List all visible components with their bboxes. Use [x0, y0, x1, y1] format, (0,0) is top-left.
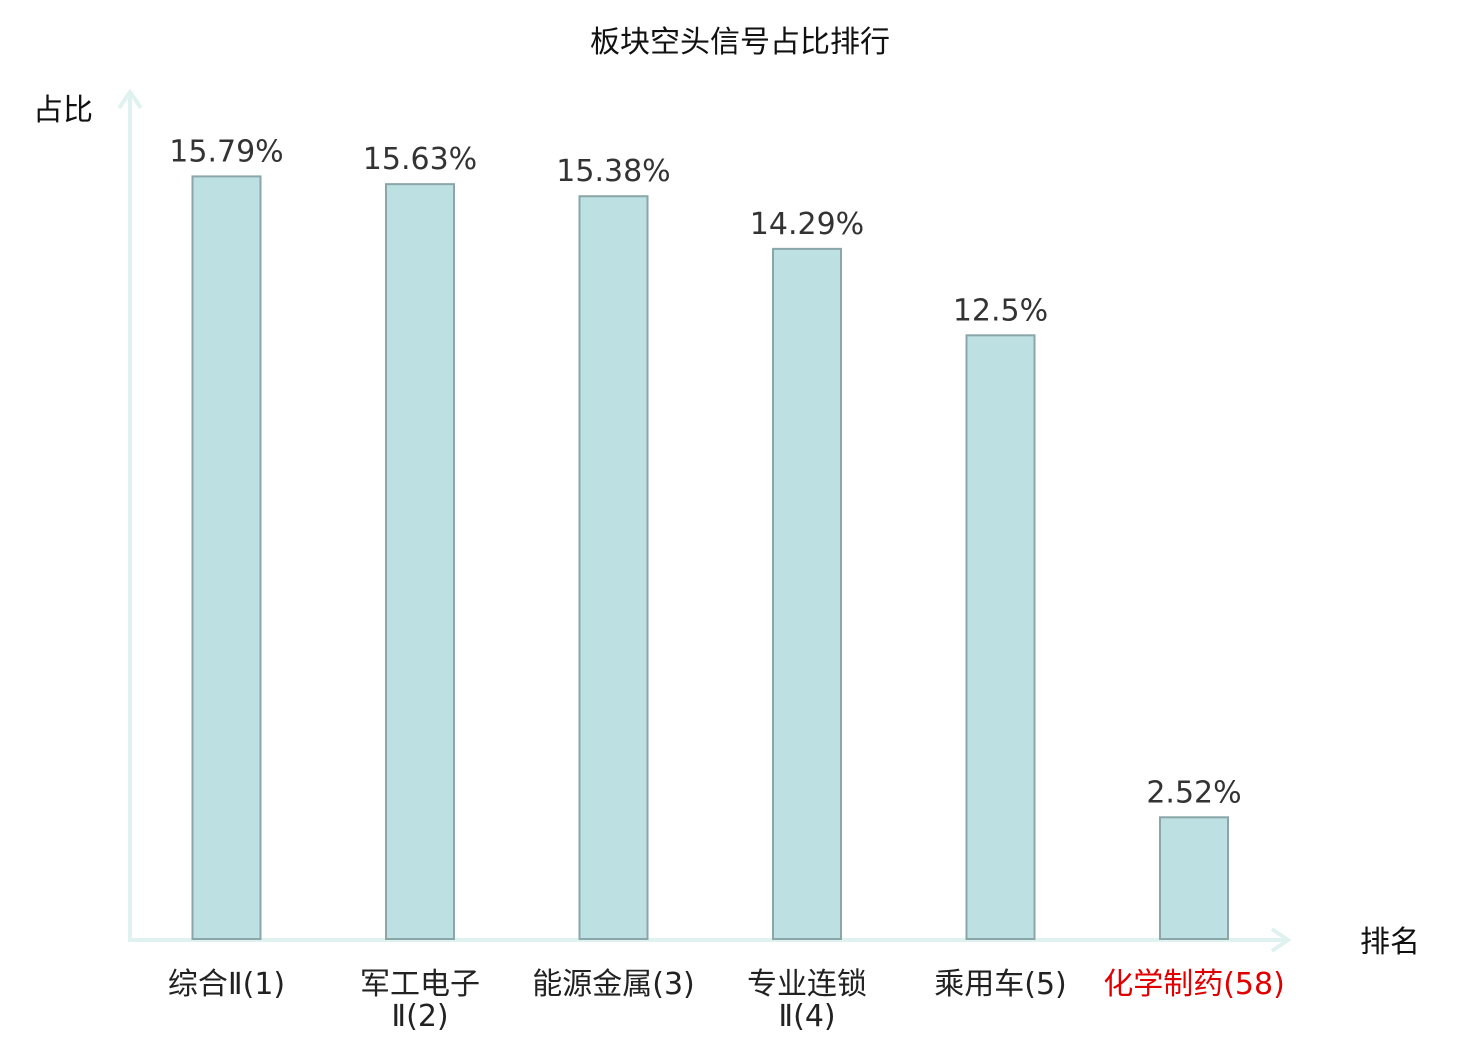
data-label: 12.5%: [953, 293, 1048, 328]
x-tick-label: Ⅱ(2): [391, 999, 448, 1034]
x-tick-label: 军工电子: [360, 967, 480, 1002]
bar: [965, 334, 1036, 940]
bar: [1159, 816, 1229, 941]
bar: [385, 183, 455, 941]
x-tick-label: 综合Ⅱ(1): [168, 967, 285, 1002]
y-axis-label: 占比: [33, 93, 93, 128]
x-axis-label: 排名: [1360, 925, 1420, 960]
x-tick-label: 乘用车(5): [934, 967, 1067, 1002]
chart-title: 板块空头信号占比排行: [590, 25, 890, 60]
x-tick-label: Ⅱ(4): [778, 999, 835, 1034]
data-label: 15.63%: [363, 142, 477, 177]
x-tick-label: 能源金属(3): [532, 967, 695, 1002]
bar: [772, 247, 842, 940]
data-label: 14.29%: [750, 207, 864, 242]
bar: [578, 195, 649, 941]
data-label: 15.38%: [556, 154, 670, 189]
x-axis-arrow: [1270, 927, 1292, 953]
y-axis-arrow: [117, 88, 143, 110]
bars-group: [191, 175, 1229, 941]
x-tick-label: 化学制药(58): [1103, 967, 1285, 1002]
data-label: 2.52%: [1146, 775, 1241, 810]
bar: [191, 175, 262, 940]
data-label: 15.79%: [169, 134, 283, 169]
x-tick-label: 专业连锁: [747, 967, 867, 1002]
